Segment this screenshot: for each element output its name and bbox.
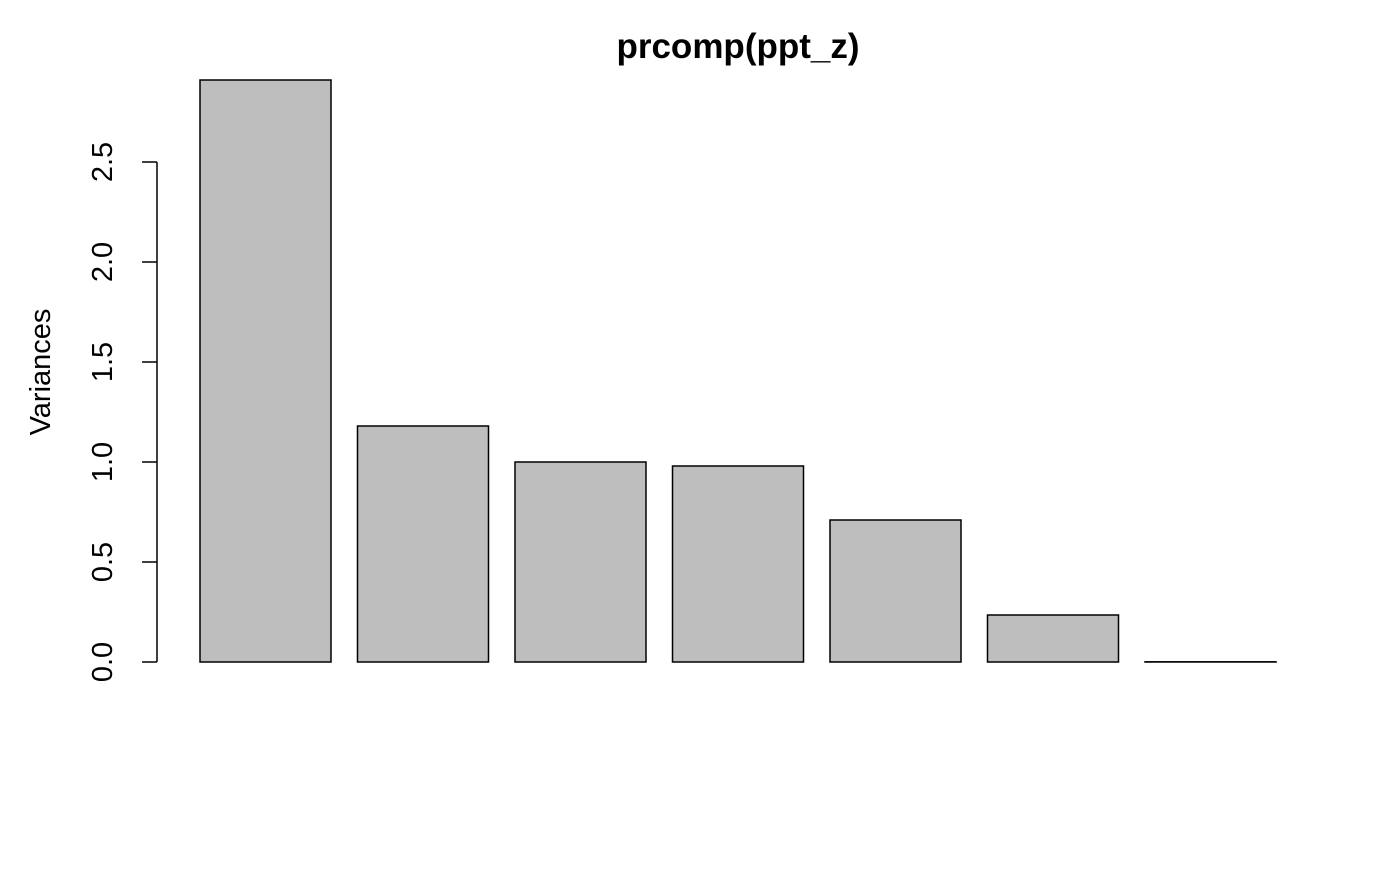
y-axis: 0.0 0.5 1.0 1.5 2.0 2.5 bbox=[87, 142, 157, 682]
bar-pc3 bbox=[515, 462, 646, 662]
bars-group bbox=[200, 80, 1276, 662]
y-tick-label: 1.0 bbox=[87, 442, 119, 482]
bar-pc2 bbox=[358, 426, 489, 662]
chart-title: prcomp(ppt_z) bbox=[616, 27, 859, 66]
bar-pc6 bbox=[988, 615, 1119, 662]
y-tick-label: 1.5 bbox=[87, 342, 119, 382]
y-tick-label: 2.0 bbox=[87, 242, 119, 282]
bar-pc5 bbox=[830, 520, 961, 662]
bar-pc4 bbox=[673, 466, 804, 662]
y-tick-label: 0.5 bbox=[87, 542, 119, 582]
y-tick-label: 2.5 bbox=[87, 142, 119, 182]
y-tick-label: 0.0 bbox=[87, 642, 119, 682]
y-axis-label: Variances bbox=[25, 309, 57, 436]
bar-pc1 bbox=[200, 80, 331, 662]
